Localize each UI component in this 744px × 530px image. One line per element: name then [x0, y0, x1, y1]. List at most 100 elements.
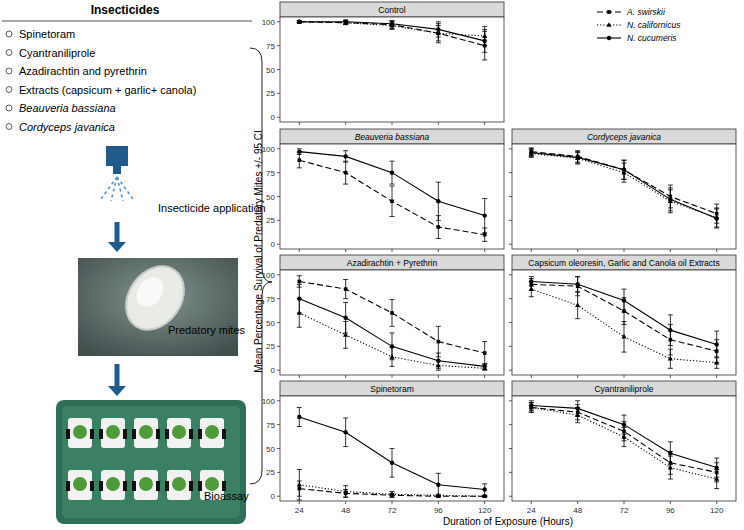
panel-title: Cyantraniliprole: [594, 384, 653, 394]
error-cap: [390, 216, 395, 217]
clip: [99, 429, 103, 439]
leaf-disc: [106, 425, 120, 439]
error-cap: [575, 276, 580, 277]
error-cap: [343, 150, 348, 151]
data-point: [575, 282, 579, 286]
y-tick: [509, 448, 512, 449]
clip: [123, 481, 127, 491]
error-cap: [343, 348, 348, 349]
y-tick: [277, 424, 280, 425]
error-bar: [343, 280, 348, 299]
data-point: [297, 149, 301, 153]
leaf-disc: [172, 477, 186, 491]
x-tick: [531, 249, 532, 252]
error-cap: [390, 359, 395, 360]
error-cap: [436, 238, 441, 239]
x-tick: [438, 501, 439, 504]
data-point: [343, 430, 347, 434]
data-point: [668, 356, 673, 361]
error-bar: [575, 152, 580, 163]
error-cap: [529, 276, 534, 277]
plot-frame: [512, 396, 736, 501]
leaf-disc: [205, 425, 219, 439]
plot-frame: [280, 144, 504, 249]
error-bar: [343, 20, 348, 24]
error-cap: [575, 291, 580, 292]
clip: [132, 481, 136, 491]
y-tick-label: 75: [266, 169, 275, 178]
x-tick-label: 48: [573, 506, 582, 515]
error-bar: [482, 484, 487, 495]
error-bar: [390, 449, 395, 478]
y-tick-label: 50: [266, 66, 275, 75]
error-cap: [482, 26, 487, 27]
error-cap: [343, 485, 348, 486]
error-cap: [529, 412, 534, 413]
error-cap: [297, 500, 302, 501]
clip: [66, 481, 70, 491]
brace: [250, 48, 272, 484]
y-tick-label: 75: [266, 42, 275, 51]
x-tick: [716, 249, 717, 252]
error-cap: [668, 185, 673, 186]
leaf-disc: [139, 477, 153, 491]
error-cap: [668, 210, 673, 211]
y-tick: [277, 45, 280, 46]
x-tick: [438, 122, 439, 125]
error-bar: [390, 161, 395, 184]
clip: [66, 429, 70, 439]
header-rule: [2, 21, 252, 22]
x-tick: [531, 501, 532, 504]
step-label: Insecticide application: [158, 202, 266, 214]
error-cap: [714, 458, 719, 459]
error-cap: [668, 187, 673, 188]
data-point: [714, 465, 718, 469]
error-bar: [668, 349, 673, 368]
error-cap: [482, 52, 487, 53]
bullet: [6, 124, 12, 130]
error-cap: [436, 326, 441, 327]
error-cap: [343, 162, 348, 163]
y-tick-label: 50: [266, 193, 275, 202]
error-cap: [529, 286, 534, 287]
error-cap: [436, 21, 441, 22]
error-cap: [343, 184, 348, 185]
x-tick: [484, 501, 485, 504]
error-cap: [622, 160, 627, 161]
data-point: [390, 344, 394, 348]
error-cap: [297, 148, 302, 149]
plot-frame: [280, 270, 504, 375]
y-tick-label: 0: [271, 240, 276, 249]
error-cap: [482, 59, 487, 60]
diagram: InsecticidesSpinetoramCyantraniliproleAz…: [2, 3, 272, 524]
panel: Beauveria bassiana0255075100: [262, 129, 504, 252]
error-cap: [714, 357, 719, 358]
error-cap: [343, 417, 348, 418]
error-cap: [482, 341, 487, 342]
x-tick-label: 24: [527, 506, 536, 515]
legend-label: A. swirskii: [626, 7, 666, 17]
error-cap: [575, 400, 580, 401]
error-cap: [529, 296, 534, 297]
y-tick: [277, 274, 280, 275]
well: [200, 418, 224, 448]
error-cap: [343, 497, 348, 498]
well: [101, 418, 125, 448]
bullet: [6, 87, 12, 93]
error-bar: [575, 277, 580, 292]
error-cap: [390, 20, 395, 21]
error-cap: [529, 148, 534, 149]
y-tick: [277, 496, 280, 497]
error-bar: [529, 403, 534, 413]
error-cap: [575, 416, 580, 417]
x-tick: [624, 501, 625, 504]
x-tick-label: 72: [620, 506, 629, 515]
data-point: [390, 21, 394, 25]
error-cap: [668, 479, 673, 480]
error-cap: [390, 326, 395, 327]
plot-frame: [512, 270, 736, 375]
error-bar: [714, 209, 719, 228]
data-point: [298, 280, 302, 284]
error-bar: [390, 21, 395, 27]
plot-data: [529, 277, 720, 369]
